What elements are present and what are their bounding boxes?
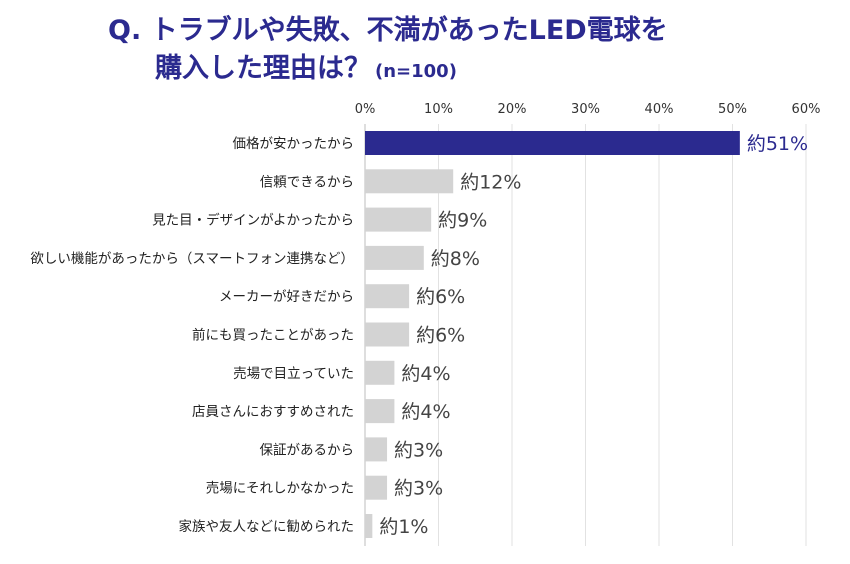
data-label: 約3% [394,439,443,461]
sample-size: (n=100) [375,61,457,82]
data-label: 約4% [401,401,450,423]
category-label: 見た目・デザインがよかったから [152,212,354,229]
data-label: 約3% [394,478,443,500]
data-label: 約4% [401,363,450,385]
category-label: 店員さんにおすすめされた [192,404,354,420]
title-question: 購入した理由は？ [155,53,371,84]
category-label: 信頼できるから [260,174,354,190]
bar [365,360,395,385]
x-tick-label: 10% [424,102,453,117]
data-label: 約6% [416,286,465,308]
title-line-2: 購入した理由は？ (n=100) [108,50,668,91]
x-tick-label: 40% [645,102,674,117]
bar [365,245,424,270]
category-label: 保証があるから [260,442,355,458]
x-tick-label: 60% [792,102,821,117]
x-tick-label: 50% [718,102,747,117]
bar [365,284,410,309]
data-label: 約9% [438,210,487,232]
bar [365,131,740,155]
bar [365,399,395,424]
category-label: 価格が安かったから [233,136,355,152]
data-label: 約51% [747,133,808,155]
bar [365,169,454,194]
bar [365,475,388,500]
bar [365,207,432,232]
x-tick-label: 30% [571,102,600,117]
data-label: 約8% [431,248,480,270]
category-label: 前にも買ったことがあった [192,327,354,344]
category-label: 売場にそれしかなかった [206,481,354,497]
bar [365,514,373,538]
x-tick-label: 0% [355,102,376,117]
data-label: 約12% [460,171,521,193]
category-label: 欲しい機能があったから（スマートフォン連携など） [30,251,354,267]
data-label: 約6% [416,325,465,347]
bar [365,437,388,462]
x-tick-label: 20% [498,102,527,117]
data-label: 約1% [379,516,428,538]
category-label: メーカーが好きだから [219,289,354,305]
category-label: 家族や友人などに勧められた [179,518,355,535]
category-label: 売場で目立っていた [233,366,354,382]
title-line-1: Q. トラブルや失敗、不満があったLED電球を [108,15,668,46]
chart-title: Q. トラブルや失敗、不満があったLED電球を 購入した理由は？ (n=100) [108,12,668,91]
bar [365,322,410,347]
